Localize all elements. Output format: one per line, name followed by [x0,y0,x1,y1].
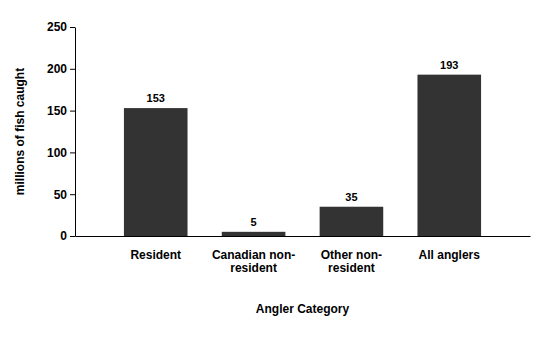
x-axis: ResidentCanadian non-residentOther non-r… [76,237,531,276]
y-tick-mark [70,152,75,153]
y-axis-title: millions of fish caught [13,68,27,195]
x-tick-label-line: resident [230,261,277,275]
y-tick-mark [70,194,75,195]
y-tick: 100 [47,146,75,160]
bar [417,75,481,236]
y-tick-mark [70,69,75,70]
y-tick-mark [70,111,75,112]
data-label: 35 [345,191,357,203]
x-tick-label: All anglers [419,248,481,262]
y-tick: 250 [47,20,75,34]
data-labels: 153 5 35 193 [147,59,459,228]
y-tick-label: 150 [47,104,67,118]
x-tick: Other non-resident [321,248,382,276]
x-tick-label-line: Other non- [321,248,382,262]
bars [124,75,481,236]
bar [222,232,286,236]
x-axis-title: Angler Category [256,302,350,316]
x-axis-line [76,236,531,237]
x-tick: Resident [130,248,181,262]
data-label: 153 [147,92,165,104]
y-axis-line [75,28,76,237]
y-tick: 0 [60,229,75,243]
y-tick-label: 50 [54,188,68,202]
bar [320,207,384,236]
chart: 0 50 100 150 200 250 Resident Canadian non-resi… [0,0,544,342]
data-label: 193 [440,59,458,71]
y-tick-label: 100 [47,146,67,160]
x-tick-label: Canadian non-resident [212,248,295,276]
x-tick-label-line: Canadian non- [212,248,295,262]
y-tick-mark [70,27,75,28]
y-tick-label: 200 [47,62,67,76]
y-tick: 50 [54,188,75,202]
y-tick-label: 0 [60,229,67,243]
y-axis: 0 50 100 150 200 250 [47,20,76,243]
x-tick-label-line: Resident [130,248,181,262]
y-tick-mark [70,236,75,237]
bar [124,108,188,236]
y-tick: 200 [47,62,75,76]
y-tick-label: 250 [47,20,67,34]
x-tick: All anglers [419,248,481,262]
x-tick: Canadian non-resident [212,248,295,276]
data-label: 5 [251,216,257,228]
x-tick-label-line: resident [328,261,375,275]
y-tick: 150 [47,104,75,118]
x-tick-label: Other non-resident [321,248,382,276]
x-tick-label-line: All anglers [419,248,481,262]
x-tick-label: Resident [130,248,181,262]
